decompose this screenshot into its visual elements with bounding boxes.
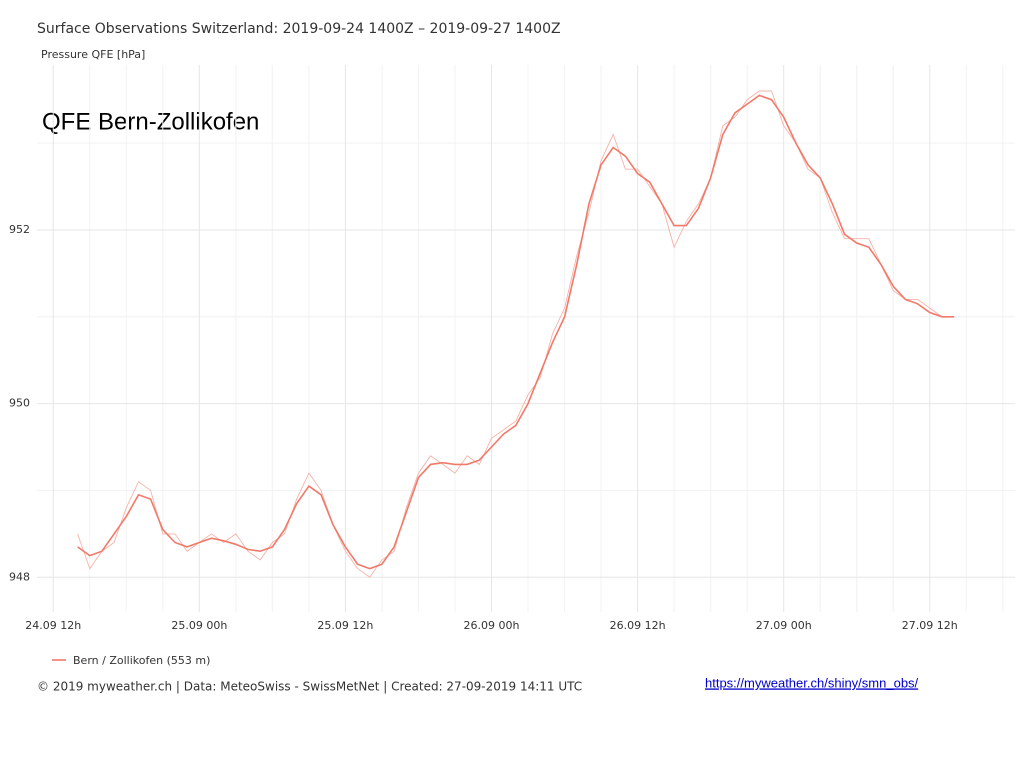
x-tick-label: 27.09 12h — [902, 619, 958, 632]
x-tick-label: 24.09 12h — [25, 619, 81, 632]
y-axis-label: Pressure QFE [hPa] — [41, 48, 145, 61]
chart-title: Surface Observations Switzerland: 2019-0… — [37, 21, 561, 37]
x-tick-label: 25.09 00h — [171, 619, 227, 632]
legend-label: Bern / Zollikofen (553 m) — [73, 654, 210, 667]
caption: © 2019 myweather.ch | Data: MeteoSwiss -… — [37, 680, 582, 694]
x-tick-label: 27.09 00h — [756, 619, 812, 632]
y-tick-label: 950 — [9, 397, 30, 410]
link-text[interactable]: https://myweather.ch/shiny/smn_obs/ — [705, 675, 919, 690]
series-line — [77, 90, 955, 578]
x-tick-label: 26.09 12h — [610, 619, 666, 632]
series-line — [77, 94, 955, 570]
y-tick-label: 952 — [9, 223, 30, 236]
y-tick-label: 948 — [9, 570, 30, 583]
annotation: QFE Bern-Zollikofen — [42, 108, 259, 135]
x-tick-label: 26.09 00h — [464, 619, 520, 632]
link[interactable]: https://myweather.ch/shiny/smn_obs/ — [705, 675, 919, 690]
x-tick-label: 25.09 12h — [317, 619, 373, 632]
